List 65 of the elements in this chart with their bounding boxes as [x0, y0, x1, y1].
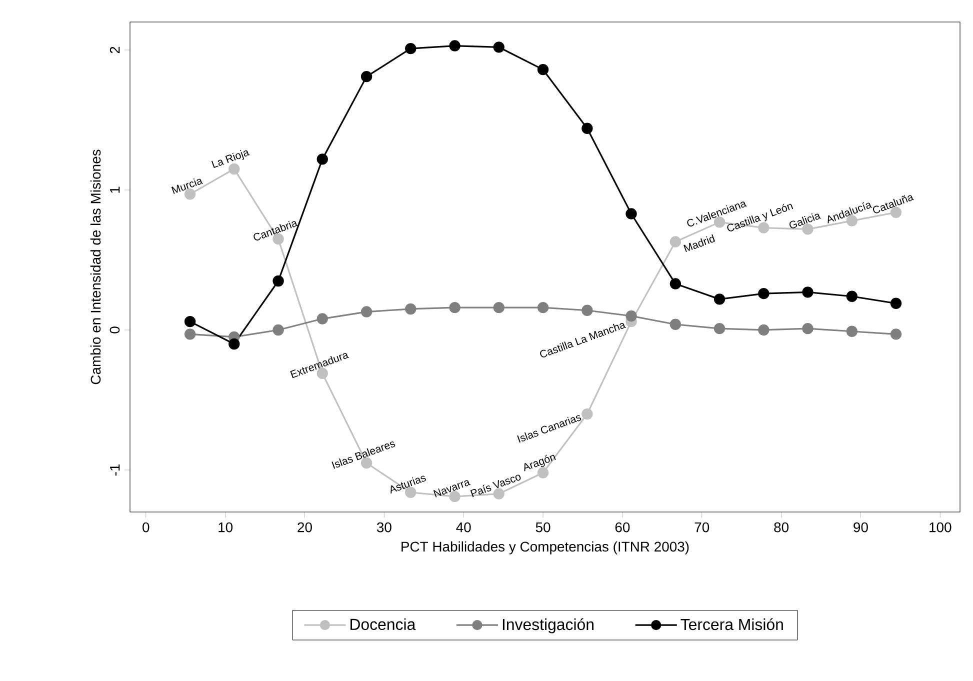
- x-tick-label: 50: [536, 522, 550, 532]
- point: [802, 322, 814, 334]
- point: [758, 288, 770, 300]
- point: [316, 154, 328, 165]
- point: [582, 408, 593, 420]
- point: [184, 316, 196, 328]
- point: [405, 42, 416, 54]
- point: [316, 313, 328, 324]
- legend-label: Investigación: [502, 618, 594, 634]
- y-tick-label: 2: [110, 46, 120, 54]
- point: [582, 122, 593, 134]
- x-tick-label: 40: [456, 522, 471, 532]
- x-tick-label: 20: [298, 522, 312, 532]
- point: [890, 328, 902, 340]
- annotation: País Vasco: [470, 474, 521, 498]
- point: [626, 310, 637, 322]
- point: [228, 163, 240, 175]
- point: [228, 338, 240, 350]
- point: [493, 488, 504, 500]
- x-tick-label: 100: [930, 522, 952, 532]
- point: [449, 302, 460, 314]
- x-tick-label: 0: [142, 522, 150, 532]
- point: [360, 70, 372, 82]
- y-axis-title: Cambio en Intensidad de las Misiones: [90, 150, 101, 384]
- x-tick-label: 60: [615, 522, 630, 532]
- annotation: Navarra: [433, 480, 471, 498]
- annotation: Castilla La Mancha: [540, 322, 626, 358]
- x-tick-label: 10: [218, 522, 233, 532]
- point: [670, 236, 682, 248]
- point: [670, 278, 682, 290]
- point: [449, 40, 460, 52]
- point: [405, 303, 416, 315]
- annotation: La Rioja: [211, 150, 250, 168]
- point: [493, 302, 504, 314]
- point: [802, 286, 814, 298]
- annotation: Murcia: [171, 178, 204, 194]
- point: [272, 275, 284, 287]
- point: [714, 294, 726, 305]
- point: [184, 328, 196, 340]
- x-tick-label: 30: [376, 522, 392, 532]
- annotation: Asturias: [390, 476, 426, 494]
- point: [582, 304, 593, 316]
- legend-label: Tercera Misión: [680, 618, 783, 630]
- point: [846, 326, 858, 337]
- point: [537, 302, 549, 314]
- annotation: Madrid: [684, 234, 716, 252]
- x-tick-label: 90: [854, 522, 868, 532]
- point: [758, 324, 770, 336]
- point: [670, 318, 682, 330]
- point: [626, 208, 637, 220]
- point: [714, 322, 726, 334]
- point: [846, 290, 858, 302]
- y-tick-label: -1: [110, 464, 120, 476]
- point: [890, 298, 902, 309]
- point: [493, 42, 504, 53]
- point: [537, 64, 549, 76]
- x-tick-label: 80: [774, 522, 789, 532]
- annotation: Aragón: [524, 454, 556, 472]
- y-tick-label: 1: [110, 186, 120, 193]
- legend-label: Docencia: [350, 618, 416, 630]
- x-axis-title: PCT Habilidades y Competencias (ITNR 2003): [402, 541, 689, 554]
- y-tick-label: 0: [110, 326, 120, 334]
- point: [360, 306, 372, 318]
- x-tick-label: 70: [694, 522, 710, 532]
- point: [272, 324, 284, 336]
